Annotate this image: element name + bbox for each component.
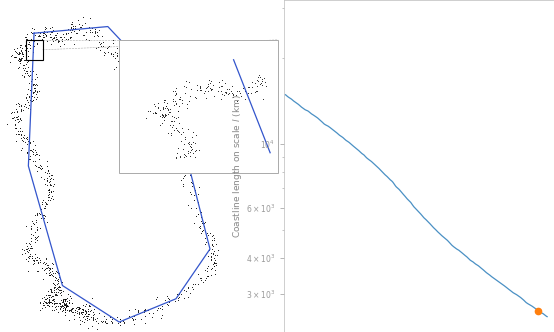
Y-axis label: Coastline length on scale $l$ (km): Coastline length on scale $l$ (km) <box>232 94 244 238</box>
Bar <box>119 40 278 173</box>
Bar <box>25 40 43 60</box>
